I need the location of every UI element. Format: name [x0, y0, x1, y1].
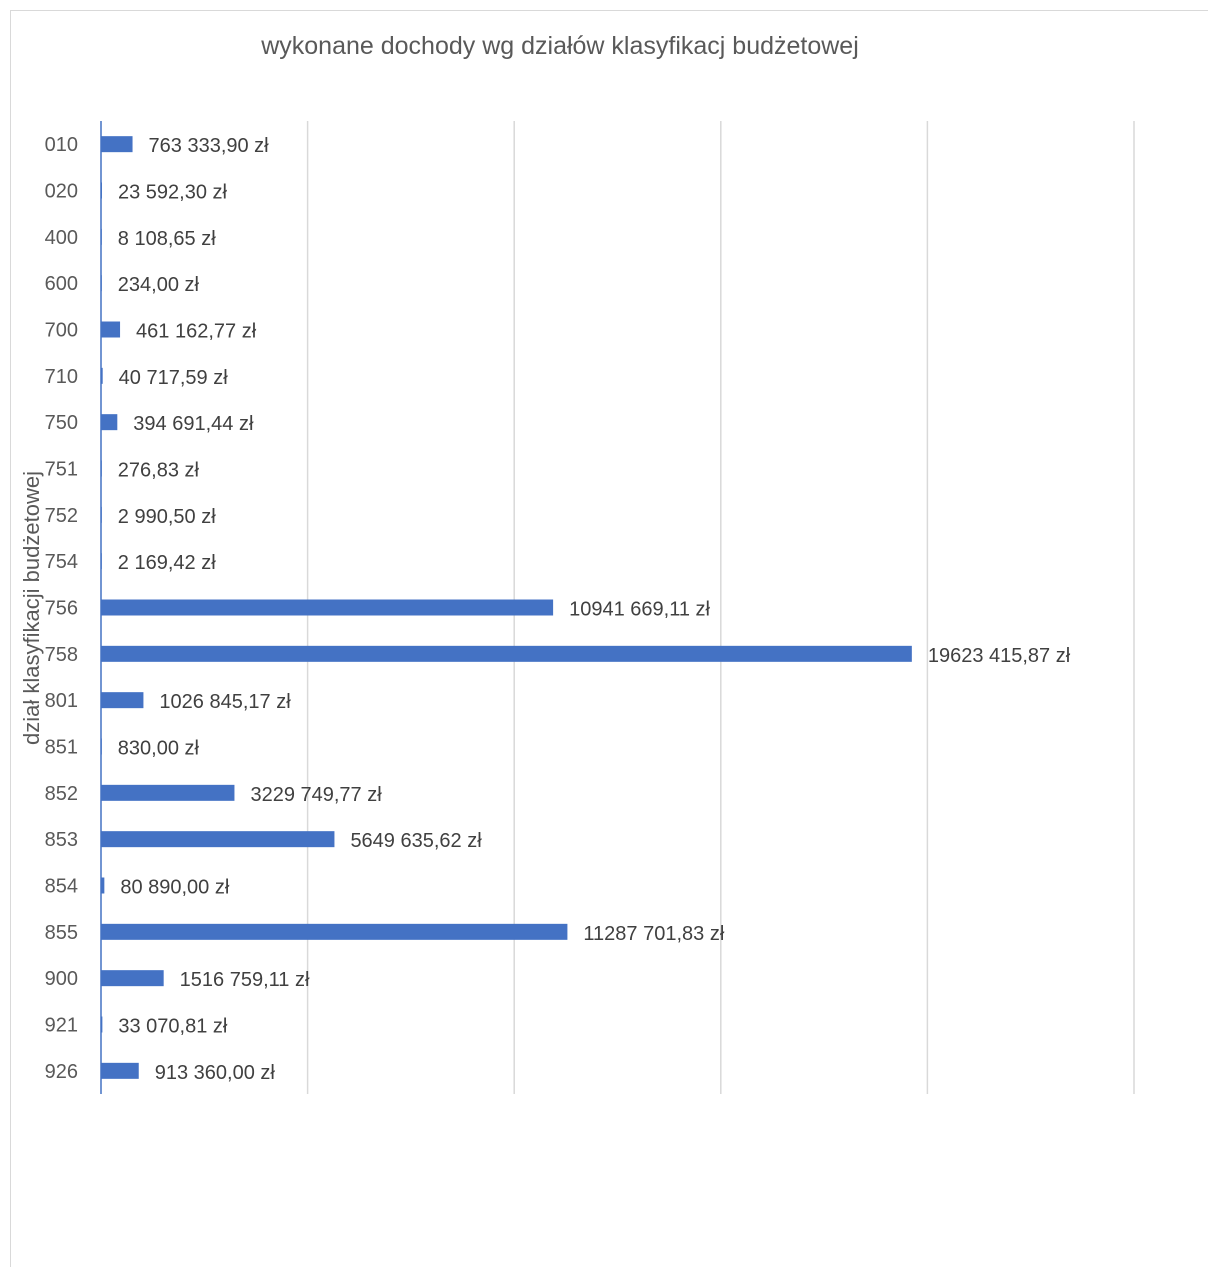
data-label: 763 333,90 zł: [149, 135, 270, 157]
bar: [101, 970, 164, 987]
bar: [101, 1062, 139, 1079]
bar: [101, 599, 554, 616]
data-label: 276,83 zł: [118, 460, 200, 482]
category-tick-label: 750: [45, 412, 78, 434]
data-label: 2 169,42 zł: [118, 552, 216, 574]
bar: [101, 367, 103, 384]
bar: [101, 414, 118, 431]
data-label: 8 108,65 zł: [118, 228, 216, 250]
data-label: 234,00 zł: [118, 274, 200, 296]
category-tick-label: 010: [45, 134, 78, 156]
data-label: 1516 759,11 zł: [180, 969, 310, 991]
bar: [101, 831, 335, 848]
data-label: 23 592,30 zł: [118, 182, 228, 204]
category-tick-label: 600: [45, 273, 78, 295]
data-label: 80 890,00 zł: [120, 877, 230, 899]
category-tick-label: 853: [45, 829, 78, 851]
category-tick-label: 852: [45, 783, 78, 805]
chart-title: wykonane dochody wg działów klasyfikacj …: [261, 32, 859, 60]
data-label: 2 990,50 zł: [118, 506, 216, 528]
data-label: 830,00 zł: [118, 738, 200, 760]
category-tick-label: 900: [45, 968, 78, 990]
category-tick-label: 400: [45, 227, 78, 249]
category-tick-label: 710: [45, 366, 78, 388]
category-tick-label: 754: [45, 551, 78, 573]
data-label: 19623 415,87 zł: [928, 645, 1071, 667]
category-tick-label: 751: [45, 459, 78, 481]
category-tick-label: 921: [45, 1015, 78, 1037]
data-label: 3229 749,77 zł: [250, 784, 382, 806]
data-label: 5649 635,62 zł: [350, 830, 482, 852]
category-tick-label: 020: [45, 181, 78, 203]
bar: [101, 692, 144, 709]
data-label: 33 070,81 zł: [118, 1016, 228, 1038]
category-tick-label: 854: [45, 876, 78, 898]
data-label: 10941 669,11 zł: [569, 599, 710, 621]
data-label: 394 691,44 zł: [133, 413, 254, 435]
bar: [101, 645, 912, 662]
category-tick-label: 801: [45, 690, 78, 712]
bar: [101, 136, 133, 153]
category-tick-label: 926: [45, 1061, 78, 1083]
category-tick-label: 851: [45, 737, 78, 759]
bar: [101, 923, 568, 940]
chart-frame: [10, 10, 1208, 1267]
data-label: 913 360,00 zł: [155, 1062, 276, 1084]
category-tick-label: 752: [45, 505, 78, 527]
category-tick-label: 700: [45, 320, 78, 342]
data-label: 461 162,77 zł: [136, 321, 257, 343]
data-label: 1026 845,17 zł: [159, 691, 291, 713]
bar: [101, 877, 105, 894]
data-label: 11287 701,83 zł: [583, 923, 724, 945]
category-tick-label: 758: [45, 644, 78, 666]
data-label: 40 717,59 zł: [119, 367, 229, 389]
category-tick-label: 756: [45, 598, 78, 620]
bar: [101, 321, 121, 338]
category-tick-label: 855: [45, 922, 78, 944]
bar: [101, 784, 235, 801]
